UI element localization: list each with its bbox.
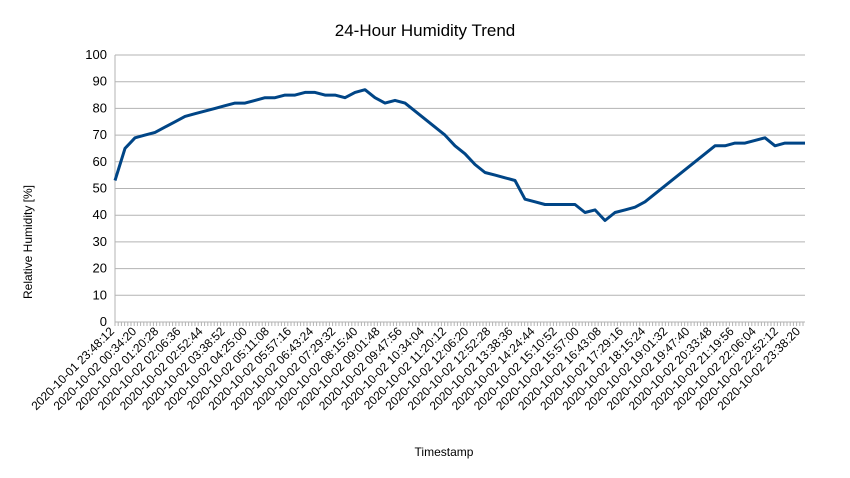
gridlines bbox=[114, 54, 805, 326]
y-tick-label: 30 bbox=[93, 234, 107, 249]
chart-title: 24-Hour Humidity Trend bbox=[335, 21, 515, 40]
y-tick-label: 60 bbox=[93, 154, 107, 169]
y-tick-label: 80 bbox=[93, 100, 107, 115]
y-tick-label: 90 bbox=[93, 74, 107, 89]
y-axis-label: Relative Humidity [%] bbox=[21, 185, 35, 299]
humidity-series-line bbox=[113, 88, 805, 222]
x-axis-label: Timestamp bbox=[415, 445, 474, 459]
y-tick-label: 10 bbox=[93, 287, 107, 302]
y-tick-label: 70 bbox=[93, 127, 107, 142]
y-tick-label: 0 bbox=[100, 314, 107, 329]
y-tick-label: 100 bbox=[85, 47, 107, 62]
y-tick-label: 40 bbox=[93, 207, 107, 222]
y-tick-label: 20 bbox=[93, 261, 107, 276]
y-tick-label: 50 bbox=[93, 181, 107, 196]
y-axis-ticks: 0 10 20 30 40 50 60 70 80 90 100 bbox=[85, 47, 107, 329]
